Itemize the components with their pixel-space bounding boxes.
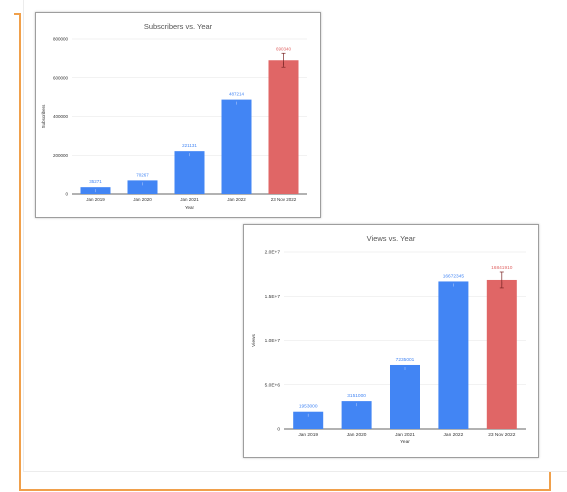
y-tick-label: 5.0E+6 (265, 382, 281, 388)
data-label: 221131 (182, 143, 197, 148)
data-label: 690340 (276, 46, 292, 51)
data-label: 487214 (229, 92, 245, 97)
frame-top-accent-tick (14, 13, 21, 15)
bar (221, 99, 252, 194)
x-tick-label: Jan 2020 (347, 432, 367, 438)
frame-inner-bottom-line (23, 471, 567, 472)
y-axis-title: Subscribers (41, 104, 46, 129)
chart-title: Subscribers vs. Year (144, 22, 213, 31)
subscribers-chart-card: Subscribers vs. Year 0 200000 400000 600000 8… (35, 12, 321, 218)
y-tick-label: 400000 (53, 114, 69, 119)
x-tick-label: 23 Nov 2022 (488, 432, 516, 438)
bar (438, 281, 469, 429)
data-label: 16841910 (491, 265, 513, 271)
bar (174, 151, 205, 194)
bar (293, 411, 324, 429)
y-tick-label: 0 (65, 192, 68, 197)
frame-bottom-accent-line (19, 489, 551, 491)
subscribers-chart: Subscribers vs. Year 0 200000 400000 600000 8… (41, 22, 307, 210)
bar (127, 180, 158, 194)
views-chart-card: Views vs. Year 0 5.0E+6 1.0E+7 1.5E+7 2.0E+7 1… (243, 224, 539, 458)
y-tick-label: 1.5E+7 (265, 294, 281, 300)
data-label: 3151000 (347, 393, 366, 399)
data-label: 35271 (89, 179, 102, 184)
data-label: 16672345 (443, 273, 465, 279)
x-tick-label: Jan 2022 (444, 432, 464, 438)
x-tick-label: Jan 2021 (395, 432, 415, 438)
bar (390, 364, 420, 429)
frame-inner-left-line (23, 0, 24, 472)
bar (268, 60, 299, 194)
bar (486, 279, 517, 429)
x-tick-label: Jan 2019 (298, 432, 318, 438)
x-tick-label: Jan 2022 (227, 197, 246, 202)
y-tick-label: 600000 (53, 75, 69, 80)
frame-right-accent-tick (549, 472, 551, 491)
y-tick-label: 200000 (53, 153, 69, 158)
x-axis-title: Year (400, 439, 410, 445)
x-tick-label: Jan 2019 (86, 197, 105, 202)
data-label: 7235001 (396, 357, 415, 363)
views-chart: Views vs. Year 0 5.0E+6 1.0E+7 1.5E+7 2.0E+7 1… (251, 234, 526, 445)
x-axis-title: Year (185, 205, 195, 210)
y-tick-label: 800000 (53, 37, 69, 42)
data-label: 1953000 (299, 404, 318, 410)
chart-title: Views vs. Year (367, 234, 416, 243)
y-tick-label: 1.0E+7 (265, 338, 281, 344)
x-tick-label: 23 Nov 2022 (271, 197, 297, 202)
x-tick-label: Jan 2021 (180, 197, 199, 202)
data-label: 70267 (136, 172, 149, 177)
y-axis-title: Views (251, 334, 257, 347)
y-tick-label: 0 (277, 427, 280, 433)
x-tick-label: Jan 2020 (133, 197, 152, 202)
frame-left-accent-line (19, 13, 21, 491)
y-tick-label: 2.0E+7 (265, 250, 281, 256)
